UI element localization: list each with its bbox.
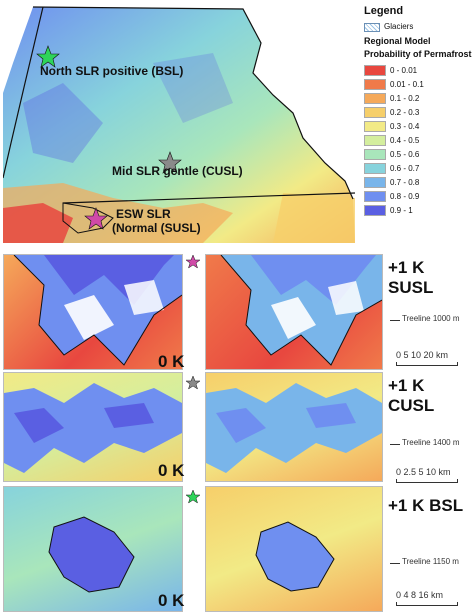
panel-3-left-label: 0 K [158,591,185,610]
legend-swatch [364,135,386,146]
panel-3-right-map [205,486,383,612]
panel-2-right-label: +1 K CUSL [388,376,435,415]
panel-1-left-map [3,254,183,370]
panel-2-treeline-line [390,444,400,445]
legend-label: 0.01 - 0.1 [390,80,424,89]
legend-label: 0.2 - 0.3 [390,108,420,117]
model-title-1: Regional Model [364,36,431,46]
panel-3-left-map [3,486,183,612]
legend-swatch [364,121,386,132]
legend-label: 0.8 - 0.9 [390,192,420,201]
panel-3-scale-bar [396,602,458,606]
panel-3-treeline-line [390,563,400,564]
panel-2-scale: 0 2.5 5 10 km [396,467,451,477]
legend-label: 0.1 - 0.2 [390,94,420,103]
legend-label: 0.6 - 0.7 [390,164,420,173]
panel-1-right-map [205,254,383,370]
legend-swatch [364,177,386,188]
panel-2-left-label: 0 K [158,461,185,480]
legend-swatch [364,93,386,104]
overview-map-graphic [3,6,355,243]
panel-2-right-map [205,372,383,482]
panel-3-right-label: +1 K BSL [388,496,464,515]
legend-title: Legend [364,5,404,17]
panel-1-left-label: 0 K [158,352,185,371]
panel-1-scale: 0 5 10 20 km [396,350,449,360]
legend-swatch [364,65,386,76]
glacier-label: Glaciers [384,22,414,31]
legend: Legend Glaciers Regional Model Probabili… [358,3,472,223]
region-label-north: North SLR positive (BSL) [40,64,184,78]
legend-swatch [364,163,386,174]
panel-1-right-label: +1 K SUSL [388,258,434,297]
legend-label: 0.5 - 0.6 [390,150,420,159]
panel-3-star-icon [186,490,200,504]
legend-label: 0.7 - 0.8 [390,178,420,187]
glacier-swatch [364,23,380,32]
legend-swatch [364,107,386,118]
panel-2-scale-bar [396,479,458,483]
legend-label: 0.9 - 1 [390,206,413,215]
panel-1-scale-bar [396,362,458,366]
region-label-mid: Mid SLR gentle (CUSL) [112,164,243,178]
panel-1-treeline: Treeline 1000 m [402,314,460,323]
panel-1-treeline-line [390,320,400,321]
region-label-esw-2: (Normal (SUSL) [112,221,201,235]
legend-swatch [364,79,386,90]
legend-swatch [364,191,386,202]
panel-3-scale: 0 4 8 16 km [396,590,444,600]
legend-swatch [364,149,386,160]
legend-label: 0.3 - 0.4 [390,122,420,131]
panel-3-treeline: Treeline 1150 m [402,557,459,566]
legend-swatch [364,205,386,216]
region-label-esw-1: ESW SLR [116,207,171,221]
legend-label: 0.4 - 0.5 [390,136,420,145]
panel-2-star-icon [186,376,200,390]
legend-label: 0 - 0.01 [390,66,418,75]
model-title-2: Probability of Permafrost [364,49,472,59]
panel-2-left-map [3,372,183,482]
panel-1-star-icon [186,255,200,269]
overview-map [3,3,355,243]
panel-2-treeline: Treeline 1400 m [402,438,460,447]
